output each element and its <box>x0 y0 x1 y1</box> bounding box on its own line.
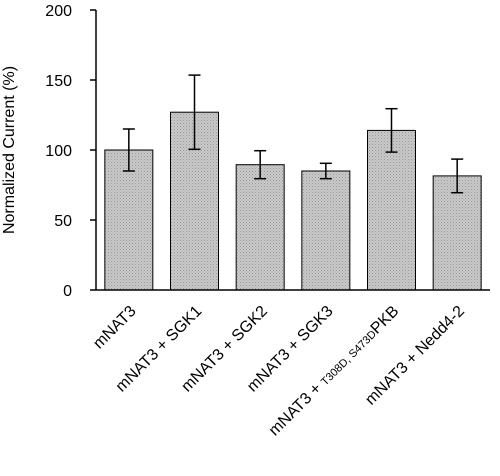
x-category-label-part: mNAT3 + <box>266 377 328 439</box>
error-bars <box>122 74 464 194</box>
bar <box>235 164 285 291</box>
y-tick-label: 50 <box>54 213 72 230</box>
axes <box>95 10 490 291</box>
bar <box>301 170 351 291</box>
y-tick-label: 150 <box>45 73 72 90</box>
x-category-label-part: mNAT3 <box>90 303 140 353</box>
bars <box>104 111 482 291</box>
bar <box>104 149 154 291</box>
y-axis-ticks: 0 50 100 150 200 <box>45 3 96 300</box>
x-category-label: mNAT3 + T308D, S473DPKB <box>266 303 403 440</box>
x-category-label-subscript: T308D, S473D <box>319 328 379 388</box>
x-category-label: mNAT3 <box>90 303 140 353</box>
bar <box>367 129 416 291</box>
y-tick-label: 100 <box>45 143 72 160</box>
y-axis-title: Normalized Current (%) <box>1 66 18 234</box>
y-tick-label: 200 <box>45 3 72 20</box>
y-tick-label: 0 <box>63 283 72 300</box>
